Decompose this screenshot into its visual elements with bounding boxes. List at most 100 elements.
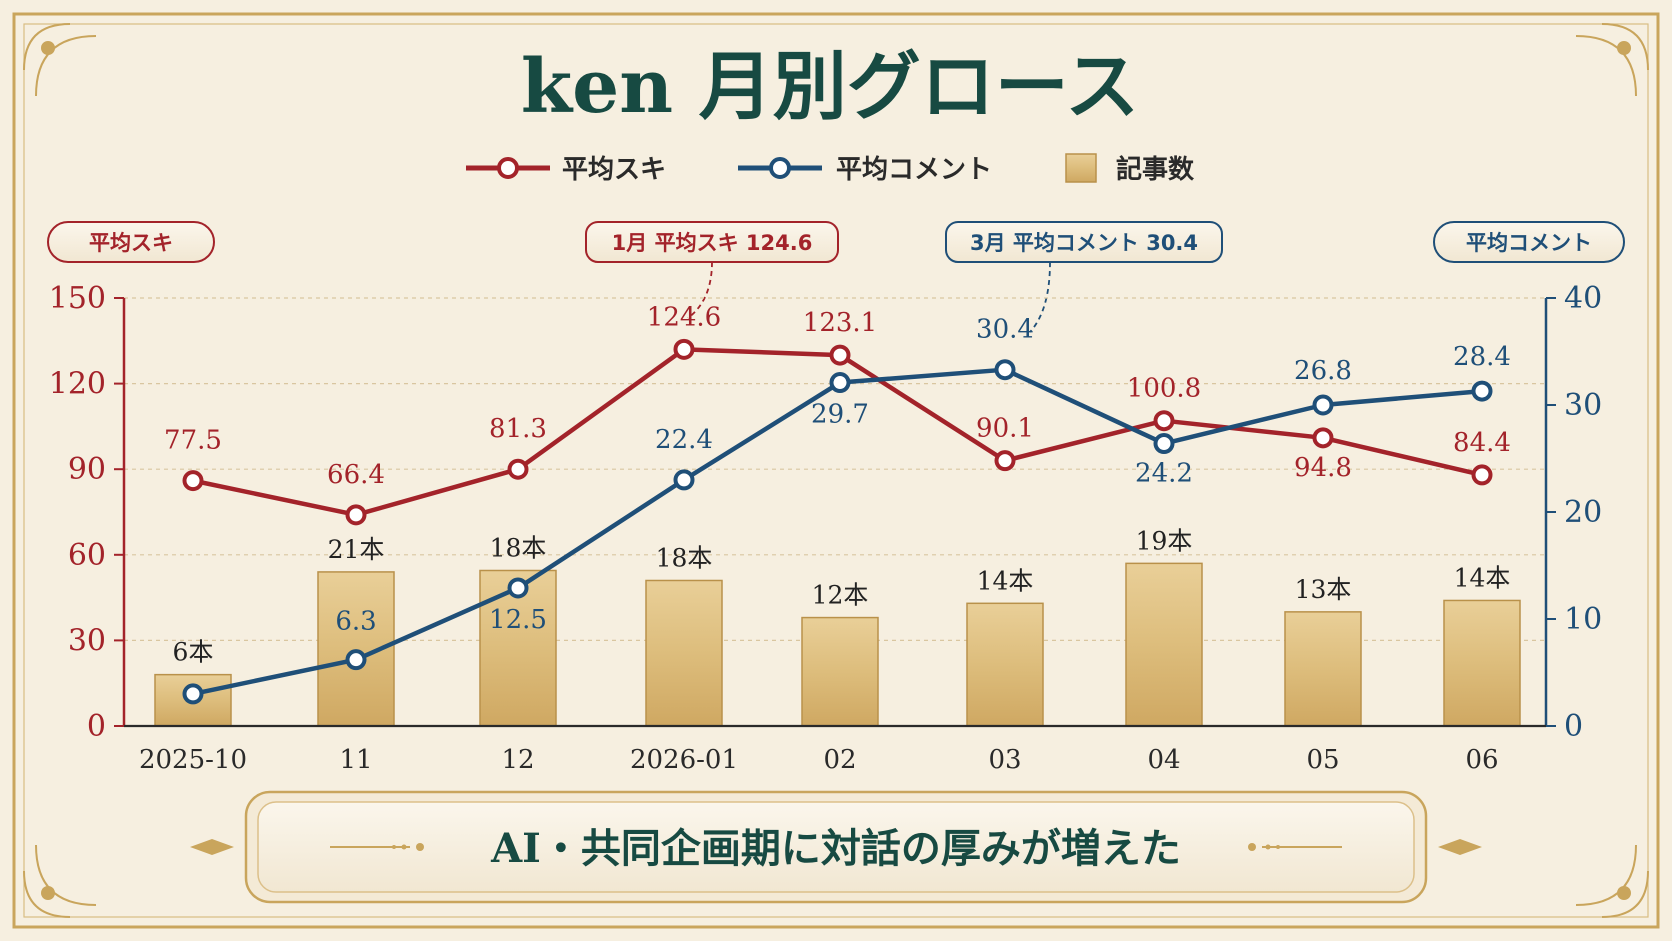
line-series — [182, 338, 1493, 705]
left-tick-label-90: 90 — [68, 452, 106, 487]
legend-label-likes: 平均スキ — [562, 155, 666, 185]
x-tick-label-11: 11 — [339, 745, 372, 775]
comments-label-03: 30.4 — [976, 315, 1034, 345]
comments-point-12 — [507, 577, 529, 599]
likes-point-06 — [1471, 464, 1493, 486]
callout-red-text: 1月 平均スキ 124.6 — [612, 231, 813, 255]
left-tick-label-150: 150 — [49, 281, 106, 316]
bar-label-04: 19本 — [1136, 526, 1193, 555]
likes-label-2025-10: 77.5 — [164, 426, 222, 456]
comments-point-05 — [1312, 394, 1334, 416]
right-tick-label-10: 10 — [1564, 602, 1602, 637]
comments-label-12: 12.5 — [489, 605, 547, 635]
bar-05 — [1284, 611, 1362, 727]
comments-point-03 — [994, 359, 1016, 381]
x-tick-label-2025-10: 2025-10 — [139, 745, 247, 775]
legend-swatch-articles — [1065, 153, 1097, 183]
likes-point-05 — [1312, 427, 1334, 449]
callout-red: 1月 平均スキ 124.6 — [585, 221, 839, 319]
right-axis-badge-bg — [1433, 221, 1625, 263]
legend: 平均スキ 平均コメント 記事数 — [466, 153, 1195, 185]
comments-point-2026-01 — [673, 469, 695, 491]
bar-label-2025-10: 6本 — [173, 638, 214, 667]
callout-blue-bg — [945, 221, 1223, 263]
likes-label-05: 94.8 — [1294, 453, 1352, 483]
bar-label-05: 13本 — [1295, 575, 1352, 604]
corner-ornament-bottom-right — [1575, 844, 1649, 918]
x-tick-label-2026-01: 2026-01 — [630, 745, 738, 775]
left-axis-badge-bg — [47, 221, 215, 263]
callout-blue-text: 3月 平均コメント 30.4 — [970, 231, 1198, 255]
inner-frame — [23, 23, 1649, 918]
footer-ornament-left — [190, 839, 1482, 855]
likes-label-03: 90.1 — [976, 414, 1034, 444]
corner-ornament-bottom-left — [23, 844, 97, 918]
callout-red-leader — [687, 261, 713, 319]
left-tick-label-0: 0 — [87, 709, 106, 744]
legend-marker-red — [497, 157, 519, 179]
comments-point-02 — [829, 372, 851, 394]
bar-label-02: 12本 — [812, 581, 869, 610]
legend-label-articles: 記事数 — [1116, 154, 1195, 185]
page-title: ken 月別グロース — [521, 44, 1139, 130]
comments-label-05: 26.8 — [1294, 356, 1352, 386]
comments-label-06: 28.4 — [1453, 342, 1511, 372]
callout-blue: 3月 平均コメント 30.4 — [945, 221, 1223, 333]
likes-point-03 — [994, 450, 1016, 472]
left-axis-badge-label: 平均スキ — [89, 231, 173, 255]
left-axis-badge: 平均スキ — [47, 221, 215, 263]
bar-06 — [1443, 599, 1521, 727]
bar-04 — [1125, 562, 1203, 727]
comments-point-11 — [345, 649, 367, 671]
legend-label-comments: 平均コメント — [836, 155, 992, 185]
right-axis-badge: 平均コメント — [1433, 221, 1625, 263]
likes-point-2026-01 — [673, 338, 695, 360]
right-tick-label-40: 40 — [1564, 281, 1602, 316]
likes-point-04 — [1153, 410, 1175, 432]
x-tick-label-04: 04 — [1147, 745, 1180, 775]
likes-label-12: 81.3 — [489, 414, 547, 444]
right-tick-label-30: 30 — [1564, 388, 1602, 423]
data-labels: 6本 21本 18本 18本 12本 14本 19本 13本 14本 77.5 66.4 81.3 12… — [164, 302, 1511, 666]
corner-ornament-top-left — [23, 23, 97, 97]
outer-frame — [12, 12, 1660, 929]
x-tick-label-03: 03 — [988, 745, 1021, 775]
x-tick-label-12: 12 — [501, 745, 534, 775]
right-tick-label-0: 0 — [1564, 709, 1583, 744]
footer-banner-inner — [257, 801, 1415, 893]
bar-label-12: 18本 — [490, 533, 547, 562]
comments-point-06 — [1471, 380, 1493, 402]
x-tick-label-05: 05 — [1306, 745, 1339, 775]
comments-label-2026-01: 22.4 — [655, 425, 713, 455]
likes-point-12 — [507, 458, 529, 480]
bar-03 — [966, 602, 1044, 727]
bar-label-2026-01: 18本 — [656, 543, 713, 572]
left-tick-label-120: 120 — [49, 367, 106, 402]
comments-label-02: 29.7 — [811, 400, 869, 430]
likes-label-02: 123.1 — [803, 308, 877, 338]
corner-ornament-top-right — [1575, 23, 1649, 97]
likes-label-06: 84.4 — [1453, 428, 1511, 458]
likes-point-2025-10 — [182, 470, 204, 492]
bar-2026-01 — [645, 579, 723, 727]
likes-point-02 — [829, 344, 851, 366]
footer-message: AI・共同企画期に対話の厚みが増えた — [490, 825, 1181, 872]
comments-point-04 — [1153, 433, 1175, 455]
x-tick-label-02: 02 — [823, 745, 856, 775]
bar-label-06: 14本 — [1454, 563, 1511, 592]
right-axis-badge-label: 平均コメント — [1466, 231, 1592, 255]
bar-label-11: 21本 — [328, 535, 385, 564]
likes-label-2026-01: 124.6 — [647, 302, 721, 332]
right-tick-label-20: 20 — [1564, 495, 1602, 530]
left-tick-label-30: 30 — [68, 623, 106, 658]
likes-label-04: 100.8 — [1127, 374, 1201, 404]
comments-label-04: 24.2 — [1135, 459, 1193, 489]
comments-label-11: 6.3 — [335, 607, 376, 637]
left-tick-label-60: 60 — [68, 538, 106, 573]
x-tick-label-06: 06 — [1465, 745, 1498, 775]
likes-point-11 — [345, 504, 367, 526]
